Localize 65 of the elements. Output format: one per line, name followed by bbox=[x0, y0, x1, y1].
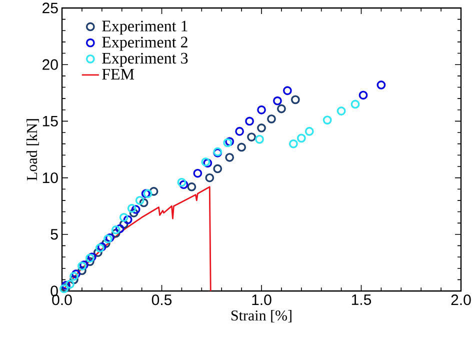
point bbox=[62, 280, 70, 290]
point bbox=[235, 126, 244, 136]
x-axis-title: Strain [%] bbox=[231, 310, 292, 322]
point bbox=[336, 106, 346, 116]
point bbox=[213, 164, 222, 174]
point bbox=[237, 142, 246, 152]
x-tick-label: 2.0 bbox=[451, 294, 471, 306]
y-tick-label: 25 bbox=[42, 2, 58, 14]
point bbox=[376, 80, 386, 90]
legend-label: Experiment 1 bbox=[102, 20, 188, 35]
point bbox=[304, 126, 314, 136]
y-axis-title: Load [kN] bbox=[26, 119, 39, 180]
point bbox=[277, 104, 286, 114]
point bbox=[358, 90, 368, 100]
point bbox=[131, 205, 140, 214]
point bbox=[111, 225, 120, 234]
point bbox=[296, 134, 306, 143]
point bbox=[119, 220, 128, 229]
point bbox=[282, 86, 292, 96]
point bbox=[72, 270, 80, 278]
legend-label: Experiment 2 bbox=[102, 36, 188, 51]
point bbox=[111, 228, 120, 238]
point bbox=[267, 114, 276, 124]
legend-label: Experiment 3 bbox=[102, 52, 188, 67]
y-tick-label: 20 bbox=[42, 59, 58, 70]
point bbox=[290, 95, 300, 104]
point bbox=[225, 152, 234, 162]
point bbox=[255, 134, 264, 144]
point bbox=[101, 238, 110, 248]
point bbox=[70, 275, 78, 284]
point bbox=[115, 224, 124, 234]
point bbox=[257, 124, 266, 132]
line-series bbox=[62, 186, 212, 291]
y-tick-label: 10 bbox=[42, 172, 58, 184]
point bbox=[129, 208, 138, 218]
x-tick-label: 0.0 bbox=[52, 294, 72, 306]
point bbox=[288, 139, 298, 148]
point bbox=[119, 212, 128, 222]
point bbox=[322, 116, 332, 125]
point bbox=[135, 196, 144, 205]
point bbox=[149, 186, 158, 196]
x-tick-label: 1.0 bbox=[252, 294, 272, 306]
point bbox=[273, 96, 282, 106]
point bbox=[127, 204, 136, 213]
point bbox=[85, 257, 94, 266]
legend-label: FEM bbox=[102, 68, 134, 80]
point bbox=[187, 182, 196, 192]
point bbox=[350, 100, 360, 109]
point bbox=[123, 215, 132, 224]
point bbox=[193, 168, 202, 178]
point bbox=[247, 132, 256, 142]
point bbox=[78, 266, 86, 276]
x-tick-label: 0.5 bbox=[152, 294, 172, 306]
point bbox=[205, 173, 214, 182]
y-tick-label: 5 bbox=[50, 229, 58, 240]
point bbox=[179, 180, 188, 190]
point bbox=[93, 248, 102, 257]
point bbox=[177, 178, 186, 187]
y-tick-label: 15 bbox=[42, 116, 58, 126]
point bbox=[257, 105, 266, 114]
point bbox=[66, 280, 74, 289]
point bbox=[139, 198, 148, 208]
point bbox=[245, 116, 254, 126]
x-tick-label: 1.5 bbox=[352, 294, 372, 305]
point bbox=[70, 272, 78, 281]
